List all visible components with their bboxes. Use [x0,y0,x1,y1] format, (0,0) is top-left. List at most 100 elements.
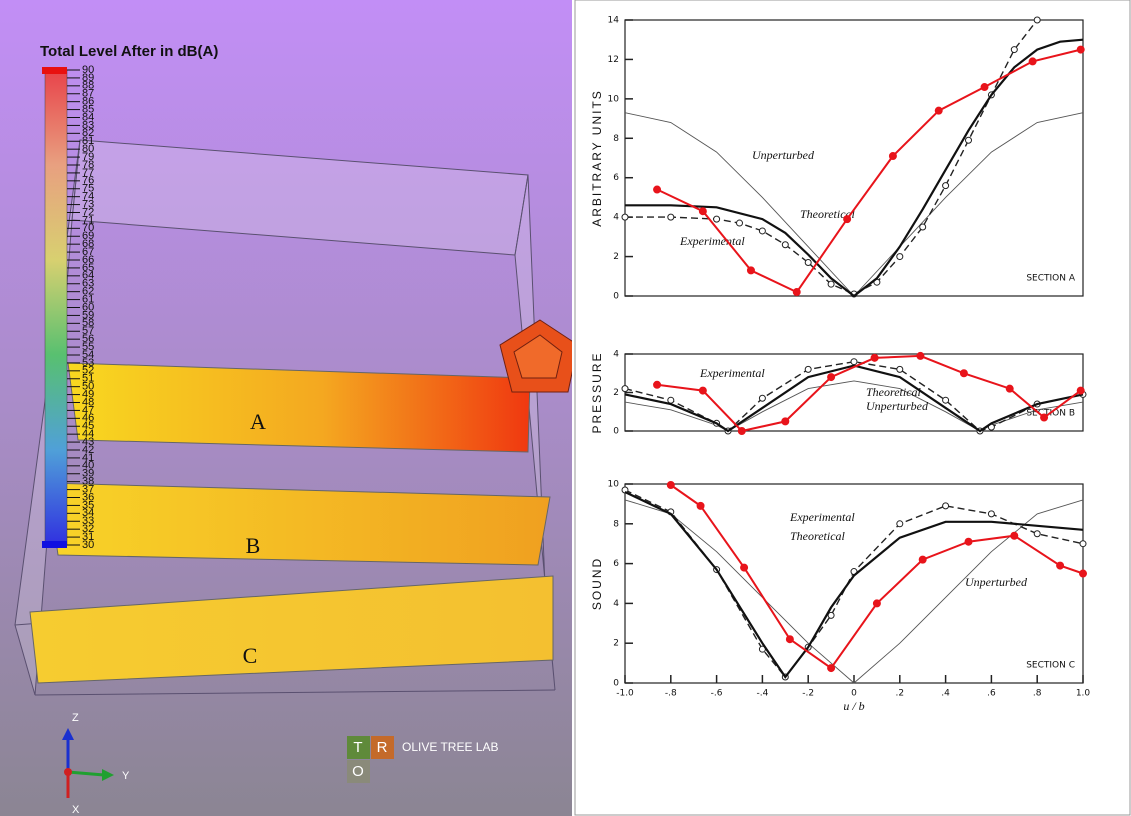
series-marker [738,428,745,435]
series-marker [1057,562,1064,569]
y-tick-label: 6 [613,559,619,569]
y-axis-label: SOUND [590,557,604,610]
series-marker [622,214,628,220]
series-marker [943,183,949,189]
y-tick-label: 8 [613,134,619,144]
series-marker [759,228,765,234]
series-marker [654,186,661,193]
series-marker [871,354,878,361]
series-marker [782,418,789,425]
y-tick-label: 12 [608,55,619,65]
series-marker [668,214,674,220]
series-marker [943,503,949,509]
series-marker [919,556,926,563]
series-marker [935,107,942,114]
series-marker [1080,570,1087,577]
series-marker [1034,531,1040,537]
x-tick-label: .6 [987,689,996,699]
axis-label: Y [122,770,130,782]
series-marker [1041,414,1048,421]
logo-letter: R [377,739,388,756]
series-marker [782,242,788,248]
surface-label: A [250,409,266,434]
series-marker [897,254,903,260]
series-marker [828,665,835,672]
series-marker [960,370,967,377]
y-tick-label: 4 [613,599,619,609]
x-tick-label: .2 [896,689,905,699]
series-marker [805,259,811,265]
series-label: Unperturbed [965,575,1028,589]
series-label: Theoretical [790,529,846,543]
y-tick-label: 8 [613,519,619,529]
x-tick-label: -.2 [802,689,814,699]
series-marker [1034,17,1040,23]
series-marker [741,564,748,571]
series-marker [897,521,903,527]
series-marker [747,267,754,274]
y-tick-label: 14 [608,16,620,26]
series-label: Experimental [679,234,745,248]
series-label: Unperturbed [752,148,815,162]
series-marker [851,359,857,365]
series-marker [897,366,903,372]
logo-letter: T [353,739,362,756]
series-marker [828,281,834,287]
series-marker [988,511,994,517]
series-marker [981,84,988,91]
axis-label: X [72,804,80,816]
series-marker [786,636,793,643]
series-marker [844,216,851,223]
x-tick-label: .4 [941,689,950,699]
logo-text: OLIVE TREE LAB [402,740,499,754]
y-tick-label: 2 [613,252,619,262]
series-marker [828,374,835,381]
logo-letter: O [352,763,364,780]
series-marker [1077,387,1084,394]
series-marker [1029,58,1036,65]
y-tick-label: 10 [608,94,620,104]
series-marker [793,289,800,296]
y-tick-label: 2 [613,388,619,398]
surface-a [68,363,530,452]
series-marker [805,366,811,372]
series-marker [1006,385,1013,392]
surface-label: B [246,533,261,558]
series-label: Experimental [789,510,855,524]
series-marker [697,502,704,509]
series-marker [668,397,674,403]
y-tick-label: 4 [613,350,619,360]
series-marker [622,386,628,392]
x-tick-label: 0 [851,689,857,699]
series-label: Theoretical [866,385,922,399]
series-marker [699,208,706,215]
y-axis-label: ARBITRARY UNITS [590,89,604,227]
series-marker [917,352,924,359]
x-axis-label: u / b [843,699,864,713]
section-label: SECTION C [1026,661,1075,671]
series-marker [943,397,949,403]
series-marker [1011,47,1017,53]
x-tick-label: -.6 [711,689,723,699]
series-marker [1080,541,1086,547]
viewer-title: Total Level After in dB(A) [40,43,218,60]
series-marker [966,137,972,143]
series-marker [1011,532,1018,539]
axis-label: Z [72,712,79,724]
figure: Total Level After in dB(A) 3031323334353… [0,0,1131,816]
x-tick-label: .8 [1033,689,1042,699]
colorbar-tick-label: 90 [82,64,94,76]
surface-b [48,483,550,565]
series-marker [667,481,674,488]
x-tick-label: -1.0 [616,689,634,699]
series-marker [759,395,765,401]
series-marker [965,538,972,545]
y-tick-label: 4 [613,213,619,223]
surface-label: C [243,643,258,668]
series-marker [873,600,880,607]
series-label: Unperturbed [866,399,929,413]
y-tick-label: 0 [613,292,619,302]
y-tick-label: 0 [613,679,619,689]
y-tick-label: 6 [613,173,619,183]
series-marker [889,153,896,160]
